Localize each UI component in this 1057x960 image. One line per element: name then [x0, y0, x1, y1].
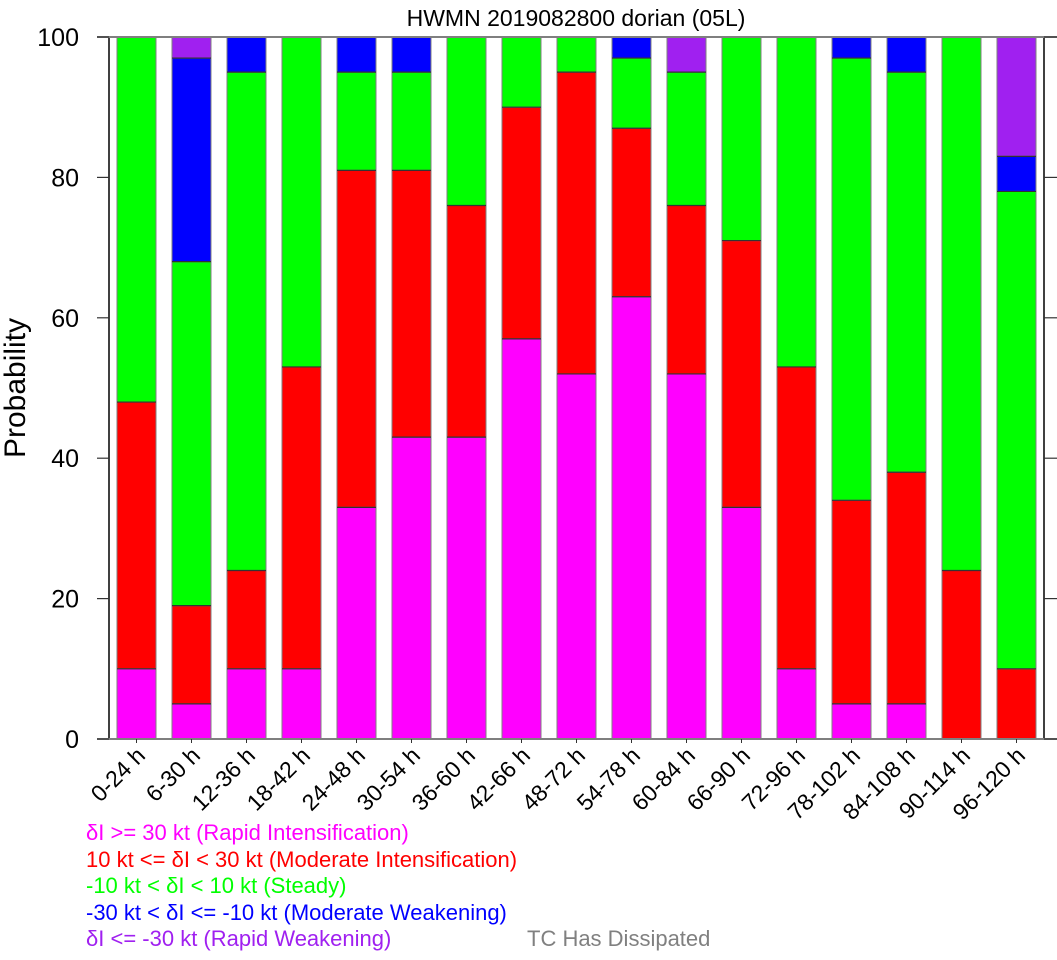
legend-item-tc-dissipated: TC Has Dissipated: [527, 926, 711, 951]
x-ticks-group: 0-24 h6-30 h12-36 h18-42 h24-48 h30-54 h…: [86, 739, 1030, 825]
y-tick-label: 80: [51, 164, 79, 192]
bar-segment-60-84h-series-1: [666, 204, 707, 375]
bar-segment-0-24h-series-1: [116, 401, 157, 670]
y-axis-label: Probability: [0, 318, 32, 458]
bar-segment-30-54h-series-3: [391, 36, 432, 73]
legend-item-rapid-weakening: δI <= -30 kt (Rapid Weakening): [86, 926, 392, 951]
bar-segment-42-66h-series-0: [501, 338, 542, 740]
bar-segment-60-84h-series-2: [666, 71, 707, 206]
bar-segment-84-108h-series-3: [886, 36, 927, 73]
bar-segment-48-72h-series-0: [556, 373, 597, 740]
legend-item-moderate-intensification: 10 kt <= δI < 30 kt (Moderate Intensific…: [86, 846, 518, 872]
y-tick-label: 60: [51, 305, 79, 333]
bar-segment-18-42h-series-2: [281, 36, 322, 368]
bar-segment-54-78h-series-3: [611, 36, 652, 59]
bar-segment-78-102h-series-1: [831, 499, 872, 705]
legend-item-steady: -10 kt < δI < 10 kt (Steady): [86, 873, 347, 898]
bar-segment-24-48h-series-0: [336, 506, 377, 740]
y-tick-label: 40: [51, 445, 79, 473]
bar-segment-42-66h-series-1: [501, 106, 542, 340]
bar-segment-6-30h-series-2: [171, 261, 212, 607]
bar-segment-6-30h-series-1: [171, 605, 212, 705]
bar-segment-90-114h-series-1: [941, 570, 982, 740]
y-tick-label: 0: [65, 726, 79, 754]
bar-segment-12-36h-series-1: [226, 570, 267, 670]
bar-segment-0-24h-series-2: [116, 36, 157, 403]
bar-segment-12-36h-series-2: [226, 71, 267, 572]
bar-segment-6-30h-series-0: [171, 703, 212, 740]
bar-segment-60-84h-series-4: [666, 36, 707, 73]
bar-segment-60-84h-series-0: [666, 373, 707, 740]
bar-segment-6-30h-series-3: [171, 57, 212, 263]
bar-segment-84-108h-series-0: [886, 703, 927, 740]
bar-segment-96-120h-series-4: [996, 36, 1037, 157]
bar-segment-78-102h-series-2: [831, 57, 872, 501]
bar-segment-24-48h-series-3: [336, 36, 377, 73]
bar-segment-30-54h-series-0: [391, 436, 432, 740]
bars-group: [116, 36, 1037, 740]
bar-segment-54-78h-series-0: [611, 296, 652, 740]
y-ticks-group: 0 20 40 60 80 100: [37, 24, 1057, 754]
bar-segment-66-90h-series-0: [721, 506, 762, 740]
bar-segment-6-30h-series-4: [171, 36, 212, 59]
legend-item-rapid-intensification: δI >= 30 kt (Rapid Intensification): [86, 820, 409, 845]
bar-segment-66-90h-series-2: [721, 36, 762, 242]
bar-segment-54-78h-series-1: [611, 127, 652, 298]
bar-segment-84-108h-series-2: [886, 71, 927, 473]
legend-item-moderate-weakening: -30 kt < δI <= -10 kt (Moderate Weakenin…: [86, 899, 507, 925]
bar-segment-84-108h-series-1: [886, 471, 927, 705]
bar-segment-54-78h-series-2: [611, 57, 652, 129]
bar-segment-78-102h-series-0: [831, 703, 872, 740]
legend: δI >= 30 kt (Rapid Intensification) 10 k…: [86, 820, 517, 953]
bar-segment-24-48h-series-1: [336, 169, 377, 508]
bar-segment-66-90h-series-1: [721, 240, 762, 508]
bar-segment-36-60h-series-0: [446, 436, 487, 740]
bar-segment-0-24h-series-0: [116, 668, 157, 740]
bar-segment-78-102h-series-3: [831, 36, 872, 59]
bar-segment-90-114h-series-2: [941, 36, 982, 572]
bar-segment-12-36h-series-0: [226, 668, 267, 740]
chart-title: HWMN 2019082800 dorian (05L): [407, 5, 746, 31]
bar-segment-48-72h-series-1: [556, 71, 597, 375]
bar-segment-72-96h-series-2: [776, 36, 817, 368]
y-tick-label: 100: [37, 24, 79, 52]
bar-segment-96-120h-series-2: [996, 190, 1037, 670]
bar-segment-36-60h-series-1: [446, 204, 487, 438]
bar-segment-48-72h-series-2: [556, 36, 597, 73]
bar-segment-42-66h-series-2: [501, 36, 542, 108]
y-tick-label: 20: [51, 586, 79, 614]
bar-segment-18-42h-series-0: [281, 668, 322, 740]
bar-segment-12-36h-series-3: [226, 36, 267, 73]
bar-segment-36-60h-series-2: [446, 36, 487, 206]
bar-segment-72-96h-series-1: [776, 366, 817, 670]
bar-segment-24-48h-series-2: [336, 71, 377, 171]
x-tick-label: 0-24 h: [86, 742, 151, 807]
bar-segment-30-54h-series-2: [391, 71, 432, 171]
bar-segment-18-42h-series-1: [281, 366, 322, 670]
bar-segment-96-120h-series-3: [996, 155, 1037, 192]
bar-segment-30-54h-series-1: [391, 169, 432, 438]
bar-segment-72-96h-series-0: [776, 668, 817, 740]
bar-segment-96-120h-series-1: [996, 668, 1037, 740]
